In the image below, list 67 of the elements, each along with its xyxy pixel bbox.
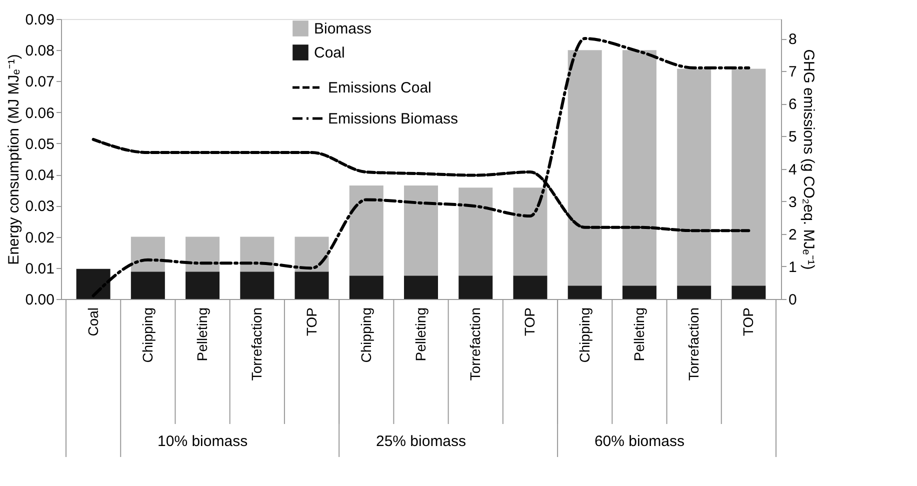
y2-axis-title: GHG emissions (g CO₂eq. MJₑ⁻¹) <box>800 49 817 270</box>
text: 60% biomass <box>594 433 684 450</box>
x-tick-label: Chipping <box>576 308 592 363</box>
bar <box>349 276 384 299</box>
bar <box>186 236 220 272</box>
y2-tick-label: 4 <box>788 161 797 178</box>
y2-tick-label: 2 <box>788 226 797 244</box>
y2-tick-label: 3 <box>788 194 797 211</box>
text: 10% biomass <box>158 433 248 450</box>
x-tick-label: Pelleting <box>194 308 210 362</box>
y2-tick-label: 0 <box>788 292 797 308</box>
y2-tick-label: 1 <box>788 258 797 276</box>
bar <box>568 286 602 299</box>
y2-tick-label: 7 <box>788 64 797 81</box>
x-tick-label: Torrefaction <box>467 308 484 381</box>
x-tick-label: Coal <box>84 308 101 336</box>
x-tick-label: Torrefaction <box>686 308 702 381</box>
bar <box>294 272 329 299</box>
line-series <box>92 37 750 298</box>
y-tick-label: 0.02 <box>25 229 54 246</box>
legend-label: Biomass <box>314 20 372 38</box>
bar <box>513 276 548 299</box>
y2-tick-label: 8 <box>788 31 797 48</box>
bar <box>732 286 766 299</box>
bar <box>677 68 712 286</box>
bar <box>622 50 656 286</box>
y-tick-label: 0.05 <box>25 136 54 153</box>
text: 25% biomass <box>376 433 466 450</box>
x-tick-label: TOP <box>522 308 538 336</box>
bar <box>404 276 438 299</box>
bar <box>240 272 274 299</box>
legend-label: Emissions Biomass <box>328 110 458 128</box>
bar <box>622 286 656 299</box>
y-tick-label: 0.06 <box>25 104 54 122</box>
bar <box>513 188 548 276</box>
bar <box>732 68 766 286</box>
x-tick-label: Pelleting <box>412 308 428 362</box>
bar <box>458 188 493 276</box>
x-tick-label: TOP <box>740 308 756 336</box>
x-tick-label: Chipping <box>358 308 374 363</box>
bar <box>458 276 493 299</box>
y-tick-label: 0.09 <box>25 12 54 28</box>
bar <box>76 268 110 299</box>
y-tick-label: 0.00 <box>25 292 54 308</box>
y-axis-title: Energy consumption (MJ MJₑ⁻¹) <box>5 54 22 265</box>
bar <box>568 50 602 286</box>
bar <box>130 236 165 272</box>
y-tick-label: 0.04 <box>25 167 54 184</box>
y2-tick-label: 5 <box>788 128 797 146</box>
bar <box>349 185 384 276</box>
y-tick-label: 0.08 <box>25 42 54 60</box>
legend-label: Emissions Coal <box>328 80 432 96</box>
y-tick-label: 0.01 <box>25 260 54 278</box>
x-tick-label: Pelleting <box>630 308 647 362</box>
y-tick-label: 0.03 <box>25 198 54 216</box>
x-tick-label: Chipping <box>139 308 156 363</box>
x-tick-label: TOP <box>303 308 320 336</box>
bar <box>186 272 220 299</box>
bar <box>294 236 329 272</box>
bar <box>677 286 712 299</box>
bar <box>130 272 165 299</box>
bar <box>404 185 438 276</box>
legend-label: Coal <box>314 44 345 62</box>
y-tick-label: 0.07 <box>25 74 54 91</box>
x-tick-label: Torrefaction <box>248 308 265 381</box>
bar <box>240 236 274 272</box>
y2-tick-label: 6 <box>788 96 797 114</box>
